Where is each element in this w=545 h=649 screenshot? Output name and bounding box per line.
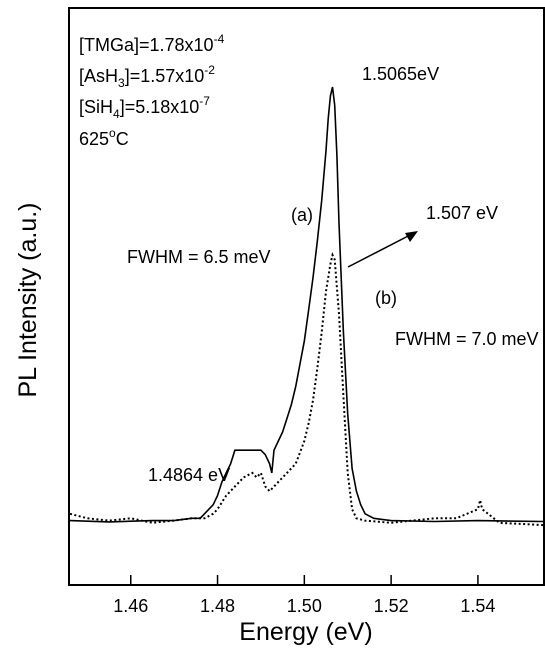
plot-frame <box>68 7 545 586</box>
peak-b-label: 1.507 eV <box>426 203 498 223</box>
condition-sih4: [SiH4]=5.18x10-7 <box>79 94 210 121</box>
shoulder-label: 1.4864 eV <box>148 465 230 485</box>
condition-tmga: [TMGa]=1.78x10-4 <box>79 32 225 55</box>
series-layer <box>69 86 544 527</box>
peak-b-arrow-head <box>405 231 418 242</box>
annotations: 1.5065eV (a) 1.507 eV FWHM = 6.5 meV (b)… <box>127 64 539 485</box>
x-tick-label: 1.54 <box>460 596 495 616</box>
condition-temperature: 625oC <box>79 126 129 149</box>
x-tick-label: 1.46 <box>113 596 148 616</box>
condition-ash3: [AsH3]=1.57x10-2 <box>79 63 215 90</box>
x-tick-label: 1.50 <box>287 596 322 616</box>
peak-a-label: 1.5065eV <box>362 64 439 84</box>
fwhm-a-label: FWHM = 6.5 meV <box>127 247 271 267</box>
series-b-label: (b) <box>375 288 397 308</box>
fwhm-b-label: FWHM = 7.0 meV <box>395 329 539 349</box>
x-axis-ticks: 1.46 1.48 1.50 1.52 1.54 <box>113 575 495 616</box>
series-a-label: (a) <box>291 205 313 225</box>
peak-b-arrow-line <box>347 232 415 268</box>
x-tick-label: 1.52 <box>374 596 409 616</box>
series-b-line <box>69 252 544 527</box>
conditions-block: [TMGa]=1.78x10-4 [AsH3]=1.57x10-2 [SiH4]… <box>79 32 225 149</box>
x-axis-label: Energy (eV) <box>239 618 372 646</box>
x-tick-label: 1.48 <box>200 596 235 616</box>
y-axis-label: PL Intensity (a.u.) <box>14 203 42 398</box>
series-a-line <box>69 86 544 523</box>
